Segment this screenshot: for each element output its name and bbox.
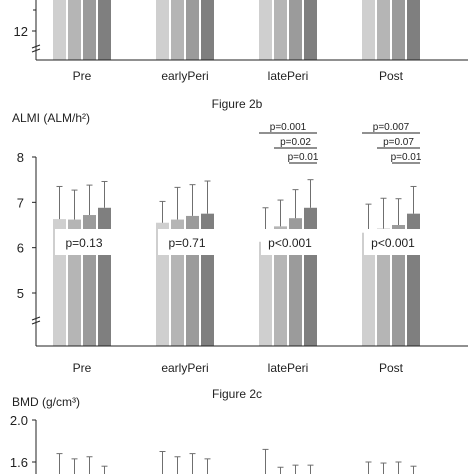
pvalue-box-2b [158,229,216,255]
bar-2a [362,0,375,60]
bar-2a [259,0,272,60]
pvalue-box-2b [55,229,113,255]
bar-2a [156,0,169,60]
panel-title-2c: Figure 2c [212,387,262,401]
bar-2b [304,207,317,346]
comparison-pvalue-2b: p=0.02 [280,137,311,148]
bar-2b [392,225,405,346]
category-label-2a: latePeri [268,69,309,83]
y-tick-label-2a: 12 [14,24,28,39]
pvalue-box-2b [364,229,422,255]
bar-2b [274,226,287,346]
category-label-2b: Pre [73,361,92,375]
bar-2b [98,207,111,346]
category-label-2b: Post [379,361,404,375]
y-tick-label-2b: 5 [17,286,24,301]
bar-2b [377,228,390,346]
axis-break-mark [31,48,41,53]
bar-2a [171,0,184,60]
comparison-pvalue-2b: p=0.01 [391,152,422,163]
category-label-2b: latePeri [268,361,309,375]
axis-break-mark [31,44,41,49]
bar-2a [53,0,66,60]
panel-title-2b: Figure 2b [212,97,263,111]
category-label-2a: Pre [73,69,92,83]
group-pvalue-2b: p<0.001 [268,236,312,250]
bar-2b [362,232,375,346]
y-tick-label-2b: 8 [17,150,24,165]
bar-2b [259,241,272,346]
y-axis-label-2b: ALMI (ALM/h²) [12,111,90,125]
bar-2a [289,0,302,60]
panel-2a: Pre earlyPeri latePeri Post 12 [14,0,468,83]
group-pvalue-2b: p=0.71 [168,236,205,250]
y-tick-label-2c: 1.6 [10,455,28,470]
y-tick-label-2b: 7 [17,195,24,210]
category-label-2a: Post [379,69,404,83]
panel-2b: Figure 2b ALMI (ALM/h²) p=0.13 Pre p=0.71 ear… [12,97,468,375]
comparison-pvalue-2b: p=0.01 [288,152,319,163]
bar-2a [304,0,317,60]
group-pvalue-2b: p=0.13 [65,236,102,250]
bar-2a [377,0,390,60]
bar-2a [83,0,96,60]
bar-2a [201,0,214,60]
bar-2a [274,0,287,60]
bar-2a [186,0,199,60]
category-label-2b: earlyPeri [161,361,208,375]
comparison-pvalue-2b: p=0.007 [373,122,410,133]
bar-2a [68,0,81,60]
bar-2a [98,0,111,60]
y-tick-label-2b: 6 [17,241,24,256]
y-axis-label-2c: BMD (g/cm³) [12,395,80,409]
group-pvalue-2b: p<0.001 [371,236,415,250]
bar-2a [407,0,420,60]
comparison-pvalue-2b: p=0.001 [270,122,307,133]
axis-break-mark [31,320,41,325]
category-label-2a: earlyPeri [161,69,208,83]
y-tick-label-2c: 2.0 [10,413,28,428]
axis-break-mark [31,316,41,321]
panel-2c: Figure 2c BMD (g/cm³) 1.6 2.0 [10,387,417,474]
pvalue-box-2b [261,229,319,255]
bar-2a [392,0,405,60]
comparison-pvalue-2b: p=0.07 [383,137,414,148]
